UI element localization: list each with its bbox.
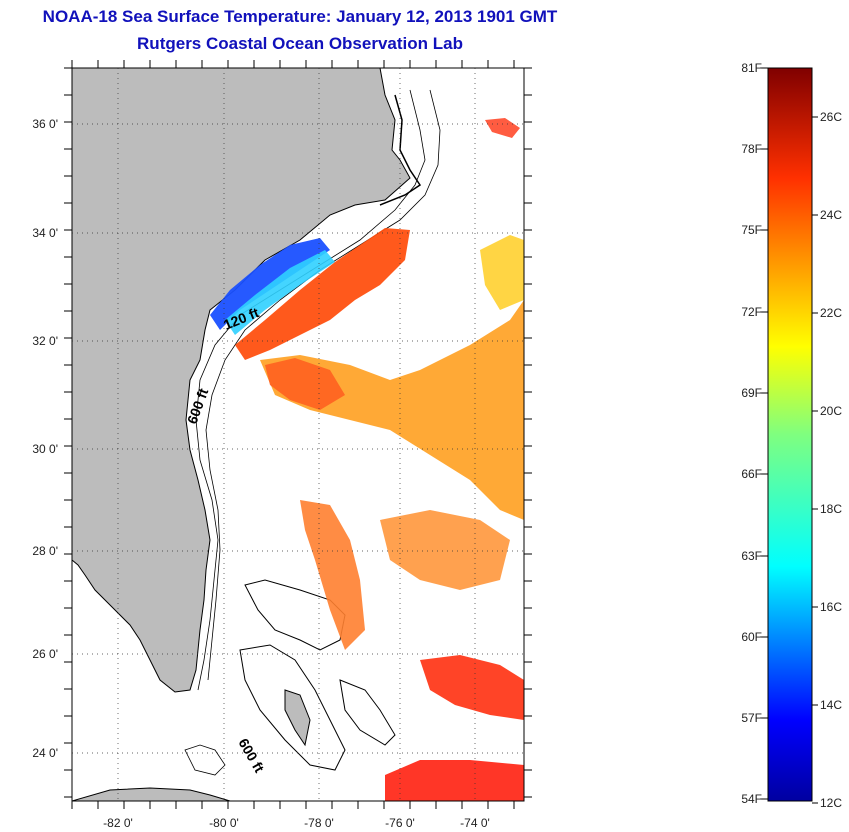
lon-tick-label: -74 0': [460, 816, 490, 830]
sst-red-bottom: [385, 760, 524, 801]
bahamas-bank-central: [239, 644, 346, 771]
sst-gulf-stream-central: [260, 300, 524, 520]
lon-tick-label: -80 0': [209, 816, 239, 830]
lon-tick-label: -76 0': [385, 816, 415, 830]
florida-keys-contour: [184, 744, 226, 776]
lon-tick-label: -78 0': [304, 816, 334, 830]
map-frame: [71, 67, 525, 802]
cuba-coast: [72, 787, 231, 801]
lat-tick-label: 34 0': [32, 226, 58, 240]
sst-cyan-band: [225, 250, 335, 335]
us-coast-land: [72, 68, 411, 693]
bahamas-andros-island: [284, 689, 311, 747]
lat-axis: 36 0' 34 0' 32 0' 30 0' 28 0' 26 0' 24 0': [32, 67, 532, 798]
sst-south-patch: [300, 500, 365, 650]
bahamas-bank-east: [339, 679, 396, 746]
lat-tick-label: 26 0': [32, 647, 58, 661]
lat-tick-label: 24 0': [32, 746, 58, 760]
sst-east-patch: [480, 235, 524, 310]
graticule: [72, 68, 524, 801]
sst-gulf-stream-north: [235, 228, 410, 360]
sst-northeast-patch: [485, 118, 520, 138]
shelf-contour-120ft: [195, 89, 426, 691]
sst-southeast-patch: [380, 510, 510, 590]
lat-tick-label: 30 0': [32, 442, 58, 456]
map-title: NOAA-18 Sea Surface Temperature: January…: [42, 7, 558, 26]
lat-tick-label: 36 0': [32, 117, 58, 131]
bahamas-bank-north: [244, 579, 346, 651]
outer-banks: [379, 94, 422, 206]
map-subtitle: Rutgers Coastal Ocean Observation Lab: [137, 34, 463, 53]
lat-tick-label: 28 0': [32, 544, 58, 558]
lat-tick-label: 32 0': [32, 334, 58, 348]
sst-red-southeast: [420, 655, 524, 720]
sst-warm-core: [265, 358, 345, 410]
lon-axis: -82 0' -80 0' -78 0' -76 0' -74 0': [71, 60, 515, 830]
lon-tick-label: -82 0': [103, 816, 133, 830]
